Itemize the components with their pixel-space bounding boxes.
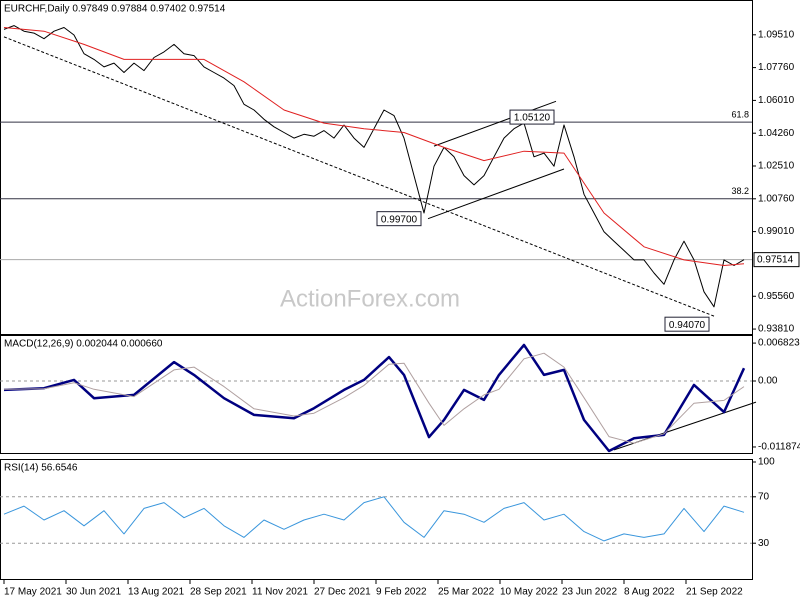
x-tick-label: 23 Jun 2022 [562, 587, 617, 598]
last-price-label: 0.97514 [757, 254, 794, 265]
trendline [433, 100, 557, 147]
y-tick-label: -0.011874 [758, 442, 800, 453]
series-line [3, 27, 745, 266]
x-tick-label: 8 Aug 2022 [624, 587, 675, 598]
panel-frame [0, 459, 753, 580]
x-tick-label: 21 Sep 2022 [686, 587, 743, 598]
x-tick-label: 9 Feb 2022 [376, 587, 427, 598]
x-tick-label: 30 Jun 2021 [66, 587, 121, 598]
x-tick-label: 11 Nov 2021 [252, 587, 308, 598]
y-tick-label: 0.93810 [758, 324, 795, 335]
annotation-box [664, 316, 710, 332]
panel-title: MACD(12,26,9) 0.002044 0.000660 [4, 339, 163, 350]
annotation-label: 0.99700 [381, 214, 418, 225]
level-label: 61.8 [731, 110, 749, 120]
panel-frame [0, 335, 753, 454]
y-tick-label: 0.99010 [758, 226, 795, 237]
annotation-box [376, 211, 422, 227]
y-tick-label: 1.06010 [758, 95, 795, 106]
y-tick-label: 1.07760 [758, 62, 795, 73]
panel-title: EURCHF,Daily 0.97849 0.97884 0.97402 0.9… [4, 4, 226, 15]
series-line [3, 352, 745, 444]
y-tick-label: 0.95560 [758, 291, 795, 302]
level-label: 38.2 [731, 186, 749, 196]
y-tick-label: 70 [758, 491, 770, 502]
watermark: ActionForex.com [280, 285, 460, 312]
last-price-box [753, 252, 800, 268]
y-tick-label: 100 [758, 457, 775, 468]
x-tick-label: 27 Dec 2021 [314, 587, 371, 598]
y-tick-label: 30 [758, 538, 770, 549]
series-line [3, 25, 745, 308]
series-line [3, 496, 745, 542]
y-tick-label: 1.09510 [758, 29, 795, 40]
y-tick-label: 1.00760 [758, 193, 795, 204]
y-tick-label: 1.02510 [758, 161, 795, 172]
y-tick-label: 0.00 [758, 376, 778, 387]
series-line [3, 343, 746, 453]
x-tick-label: 10 May 2022 [500, 587, 558, 598]
x-tick-label: 13 Aug 2021 [128, 587, 185, 598]
y-tick-label: 1.04260 [758, 128, 795, 139]
annotation-label: 1.05120 [514, 113, 551, 124]
y-tick-label: 0.006823 [758, 338, 800, 349]
trendline [3, 36, 715, 317]
trendline [427, 168, 565, 220]
panel-title: RSI(14) 56.6546 [4, 463, 78, 474]
x-tick-label: 28 Sep 2021 [190, 587, 247, 598]
annotation-label: 0.94070 [669, 320, 706, 331]
x-tick-label: 25 Mar 2022 [438, 587, 495, 598]
annotation-box [509, 109, 555, 125]
panel-frame [0, 0, 753, 335]
x-tick-label: 17 May 2021 [4, 587, 62, 598]
